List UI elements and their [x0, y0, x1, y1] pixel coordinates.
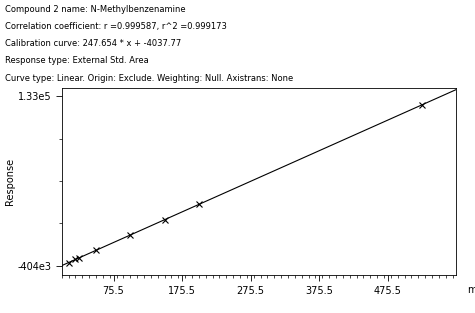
- Text: Calibration curve: 247.654 * x + -4037.77: Calibration curve: 247.654 * x + -4037.7…: [5, 39, 181, 48]
- Text: Curve type: Linear. Origin: Exclude. Weighting: Null. Axistrans: None: Curve type: Linear. Origin: Exclude. Wei…: [5, 74, 293, 83]
- X-axis label: mg/L: mg/L: [467, 285, 475, 295]
- Text: Response type: External Std. Area: Response type: External Std. Area: [5, 56, 149, 65]
- Text: Correlation coefficient: r =0.999587, r^2 =0.999173: Correlation coefficient: r =0.999587, r^…: [5, 22, 227, 31]
- Text: Compound 2 name: N-Methylbenzenamine: Compound 2 name: N-Methylbenzenamine: [5, 5, 185, 14]
- Y-axis label: Response: Response: [5, 158, 15, 205]
